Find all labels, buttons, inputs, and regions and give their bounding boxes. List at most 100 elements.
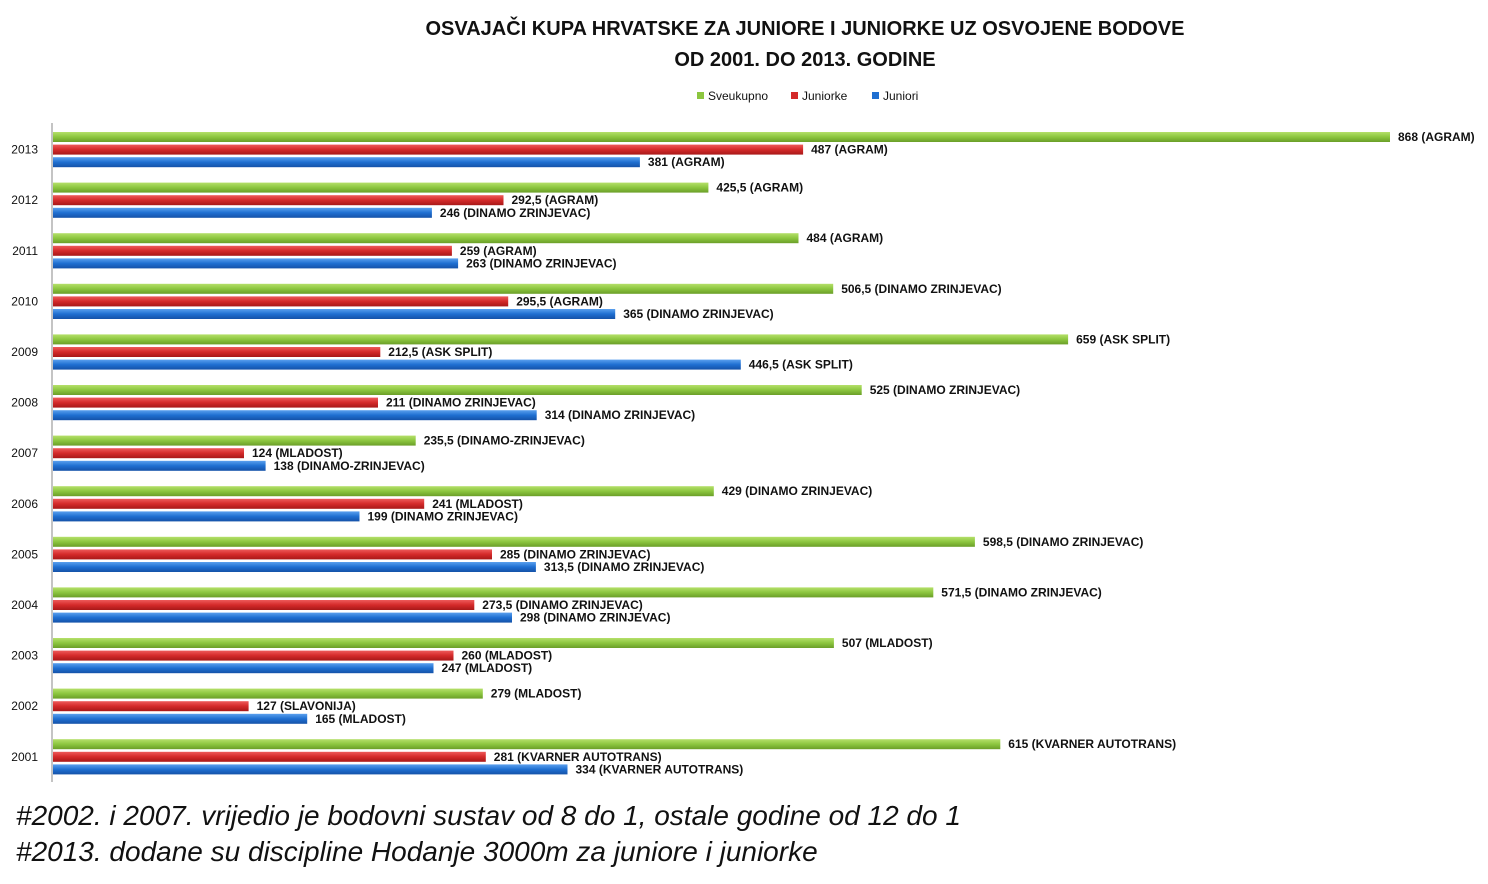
- data-label-juniorke-2005: 285 (DINAMO ZRINJEVAC): [500, 547, 650, 561]
- bar-juniori-2006: [53, 511, 360, 522]
- bar-juniorke-2006: [53, 498, 425, 509]
- data-label-sveukupno-2012: 425,5 (AGRAM): [716, 181, 803, 195]
- data-label-juniori-2011: 263 (DINAMO ZRINJEVAC): [466, 256, 616, 270]
- bar-juniori-2001: [53, 764, 568, 775]
- bar-juniorke-2007: [53, 448, 244, 459]
- data-label-juniorke-2007: 124 (MLADOST): [252, 446, 343, 460]
- category-label-2004: 2004: [11, 598, 38, 612]
- data-label-sveukupno-2005: 598,5 (DINAMO ZRINJEVAC): [983, 535, 1143, 549]
- bar-juniorke-2001: [53, 751, 486, 762]
- category-label-2013: 2013: [11, 143, 38, 157]
- data-label-juniori-2008: 314 (DINAMO ZRINJEVAC): [545, 408, 695, 422]
- data-label-sveukupno-2009: 659 (ASK SPLIT): [1076, 332, 1170, 346]
- data-label-juniori-2004: 298 (DINAMO ZRINJEVAC): [520, 611, 670, 625]
- data-label-juniori-2003: 247 (MLADOST): [442, 661, 533, 675]
- bar-sveukupno-2007: [53, 435, 416, 446]
- bar-juniorke-2008: [53, 397, 378, 408]
- bar-juniori-2013: [53, 157, 640, 168]
- data-label-juniorke-2009: 212,5 (ASK SPLIT): [388, 345, 492, 359]
- category-label-2003: 2003: [11, 649, 38, 663]
- data-label-juniori-2009: 446,5 (ASK SPLIT): [749, 358, 853, 372]
- data-label-juniori-2006: 199 (DINAMO ZRINJEVAC): [368, 509, 518, 523]
- data-label-sveukupno-2011: 484 (AGRAM): [807, 231, 884, 245]
- data-label-juniorke-2002: 127 (SLAVONIJA): [257, 699, 356, 713]
- data-label-juniori-2013: 381 (AGRAM): [648, 155, 725, 169]
- data-label-juniorke-2011: 259 (AGRAM): [460, 244, 537, 258]
- bar-sveukupno-2013: [53, 132, 1390, 142]
- legend: Sveukupno Juniorke Juniori: [697, 89, 918, 103]
- data-label-sveukupno-2006: 429 (DINAMO ZRINJEVAC): [722, 484, 872, 498]
- bar-juniori-2009: [53, 359, 741, 370]
- bar-juniorke-2003: [53, 650, 454, 661]
- data-label-sveukupno-2010: 506,5 (DINAMO ZRINJEVAC): [841, 282, 1001, 296]
- data-label-juniori-2010: 365 (DINAMO ZRINJEVAC): [623, 307, 773, 321]
- bar-sveukupno-2003: [53, 638, 834, 648]
- data-label-sveukupno-2007: 235,5 (DINAMO-ZRINJEVAC): [424, 434, 585, 448]
- bar-juniori-2007: [53, 460, 266, 471]
- category-label-2012: 2012: [11, 193, 38, 207]
- legend-swatch-juniori: [872, 92, 879, 99]
- bar-juniori-2004: [53, 612, 512, 623]
- category-label-2001: 2001: [11, 750, 38, 764]
- data-label-sveukupno-2002: 279 (MLADOST): [491, 687, 582, 701]
- bar-juniorke-2002: [53, 701, 249, 712]
- category-label-2002: 2002: [11, 699, 38, 713]
- data-labels-group: 868 (AGRAM) 487 (AGRAM) 381 (AGRAM) 425,5 (…: [252, 130, 1475, 776]
- footnotes: #2002. i 2007. vrijedio je bodovni susta…: [16, 798, 1476, 870]
- bar-sveukupno-2001: [53, 739, 1001, 750]
- data-label-juniorke-2013: 487 (AGRAM): [811, 143, 888, 157]
- data-label-juniorke-2001: 281 (KVARNER AUTOTRANS): [494, 750, 662, 764]
- data-label-juniori-2001: 334 (KVARNER AUTOTRANS): [576, 762, 744, 776]
- bar-sveukupno-2005: [53, 536, 975, 547]
- bar-juniorke-2013: [53, 144, 804, 155]
- data-label-sveukupno-2008: 525 (DINAMO ZRINJEVAC): [870, 383, 1020, 397]
- bar-juniori-2012: [53, 207, 432, 218]
- bar-sveukupno-2011: [53, 233, 799, 244]
- bar-juniori-2011: [53, 258, 459, 269]
- bar-sveukupno-2002: [53, 688, 483, 699]
- data-label-sveukupno-2003: 507 (MLADOST): [842, 636, 933, 650]
- bar-juniori-2003: [53, 663, 434, 674]
- data-label-juniorke-2008: 211 (DINAMO ZRINJEVAC): [386, 396, 536, 410]
- bar-juniorke-2005: [53, 549, 492, 560]
- chart-subtitle: OD 2001. DO 2013. GODINE: [674, 49, 935, 71]
- legend-label-juniori: Juniori: [883, 89, 918, 103]
- bar-juniorke-2004: [53, 600, 475, 610]
- bar-juniori-2008: [53, 410, 537, 421]
- legend-label-juniorke: Juniorke: [802, 89, 848, 103]
- chart-title: OSVAJAČI KUPA HRVATSKE ZA JUNIORE I JUNI…: [425, 16, 1184, 40]
- legend-label-sveukupno: Sveukupno: [708, 89, 768, 103]
- data-label-juniori-2007: 138 (DINAMO-ZRINJEVAC): [274, 459, 425, 473]
- data-label-juniorke-2010: 295,5 (AGRAM): [516, 294, 603, 308]
- bar-sveukupno-2004: [53, 587, 934, 598]
- bar-sveukupno-2008: [53, 385, 862, 395]
- bars-group: [53, 132, 1390, 775]
- data-label-juniori-2005: 313,5 (DINAMO ZRINJEVAC): [544, 560, 704, 574]
- data-label-juniori-2002: 165 (MLADOST): [315, 712, 406, 726]
- data-label-sveukupno-2013: 868 (AGRAM): [1398, 130, 1475, 144]
- bar-juniori-2002: [53, 713, 308, 724]
- bar-juniorke-2010: [53, 296, 509, 307]
- footnote-scoring-system: #2002. i 2007. vrijedio je bodovni susta…: [16, 800, 961, 831]
- bar-sveukupno-2009: [53, 334, 1069, 345]
- legend-swatch-juniorke: [791, 92, 798, 99]
- data-label-sveukupno-2004: 571,5 (DINAMO ZRINJEVAC): [941, 585, 1101, 599]
- bar-juniorke-2011: [53, 245, 452, 256]
- data-label-juniorke-2006: 241 (MLADOST): [432, 497, 523, 511]
- category-label-2010: 2010: [11, 294, 38, 308]
- bar-juniori-2010: [53, 309, 616, 319]
- data-label-juniorke-2004: 273,5 (DINAMO ZRINJEVAC): [482, 598, 642, 612]
- footnote-walking-disciplines: #2013. dodane su discipline Hodanje 3000…: [16, 836, 818, 867]
- bar-sveukupno-2010: [53, 283, 834, 294]
- category-label-2007: 2007: [11, 446, 38, 460]
- bar-sveukupno-2006: [53, 486, 714, 497]
- bar-chart: OSVAJAČI KUPA HRVATSKE ZA JUNIORE I JUNI…: [11, 16, 1475, 782]
- category-label-2006: 2006: [11, 497, 38, 511]
- data-label-juniorke-2012: 292,5 (AGRAM): [512, 193, 599, 207]
- bar-juniori-2005: [53, 562, 536, 572]
- bar-sveukupno-2012: [53, 182, 709, 193]
- data-label-sveukupno-2001: 615 (KVARNER AUTOTRANS): [1008, 737, 1176, 751]
- category-label-2005: 2005: [11, 547, 38, 561]
- legend-swatch-sveukupno: [697, 92, 704, 99]
